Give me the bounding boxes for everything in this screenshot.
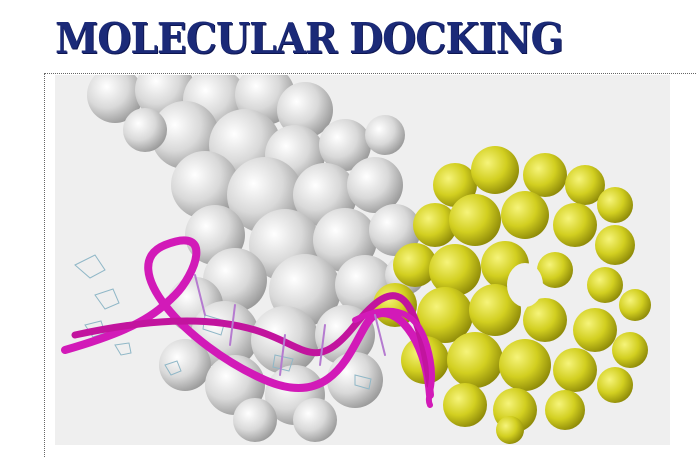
- molecular-docking-image: [55, 75, 670, 445]
- page-title: MOLECULAR DOCKING: [55, 14, 564, 63]
- divider-horizontal: [44, 73, 696, 74]
- surface-pocket: [507, 263, 543, 307]
- divider-vertical: [44, 73, 45, 457]
- ligand-surface: [373, 146, 651, 444]
- protein-surface: [87, 75, 425, 442]
- dna-helix: [61, 236, 435, 408]
